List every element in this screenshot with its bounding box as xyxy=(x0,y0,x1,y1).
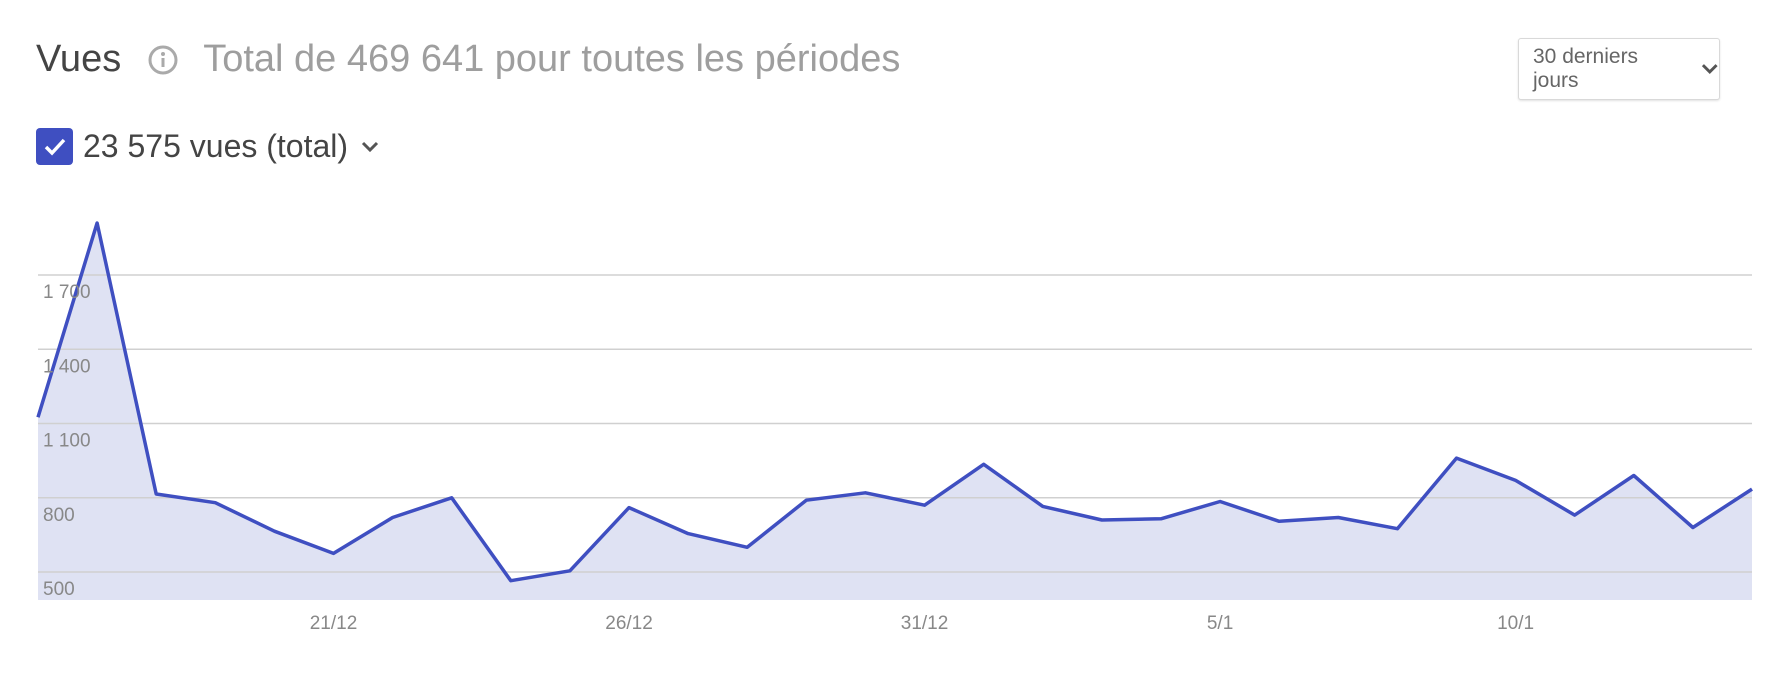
x-tick-label: 5/1 xyxy=(1207,613,1233,634)
date-range-select[interactable]: 30 derniers jours xyxy=(1518,38,1720,100)
y-tick-label: 1 400 xyxy=(43,356,91,377)
x-tick-label: 10/1 xyxy=(1497,613,1534,634)
series-label: 23 575 vues (total) xyxy=(83,128,349,164)
series-toggle[interactable]: 23 575 vues (total) xyxy=(36,128,380,165)
y-tick-label: 500 xyxy=(43,579,75,600)
y-tick-label: 1 700 xyxy=(43,282,91,303)
chevron-down-icon xyxy=(1701,64,1718,74)
series-checkbox[interactable] xyxy=(36,128,73,165)
checkmark-icon xyxy=(44,138,65,156)
y-tick-label: 800 xyxy=(43,505,75,526)
chart-subtitle: Total de 469 641 pour toutes les période… xyxy=(203,38,901,80)
date-range-label: 30 derniers jours xyxy=(1533,45,1639,92)
chart-header: Vues Total de 469 641 pour toutes les pé… xyxy=(36,38,900,81)
y-tick-label: 1 100 xyxy=(43,431,91,452)
series-line xyxy=(36,221,1753,583)
x-tick-label: 26/12 xyxy=(605,613,653,634)
chart-title: Vues xyxy=(36,38,122,80)
x-tick-label: 31/12 xyxy=(901,613,949,634)
info-icon[interactable] xyxy=(147,44,179,76)
area-fill xyxy=(38,223,1752,600)
chevron-down-icon[interactable] xyxy=(360,140,380,154)
x-tick-label: 21/12 xyxy=(310,613,358,634)
